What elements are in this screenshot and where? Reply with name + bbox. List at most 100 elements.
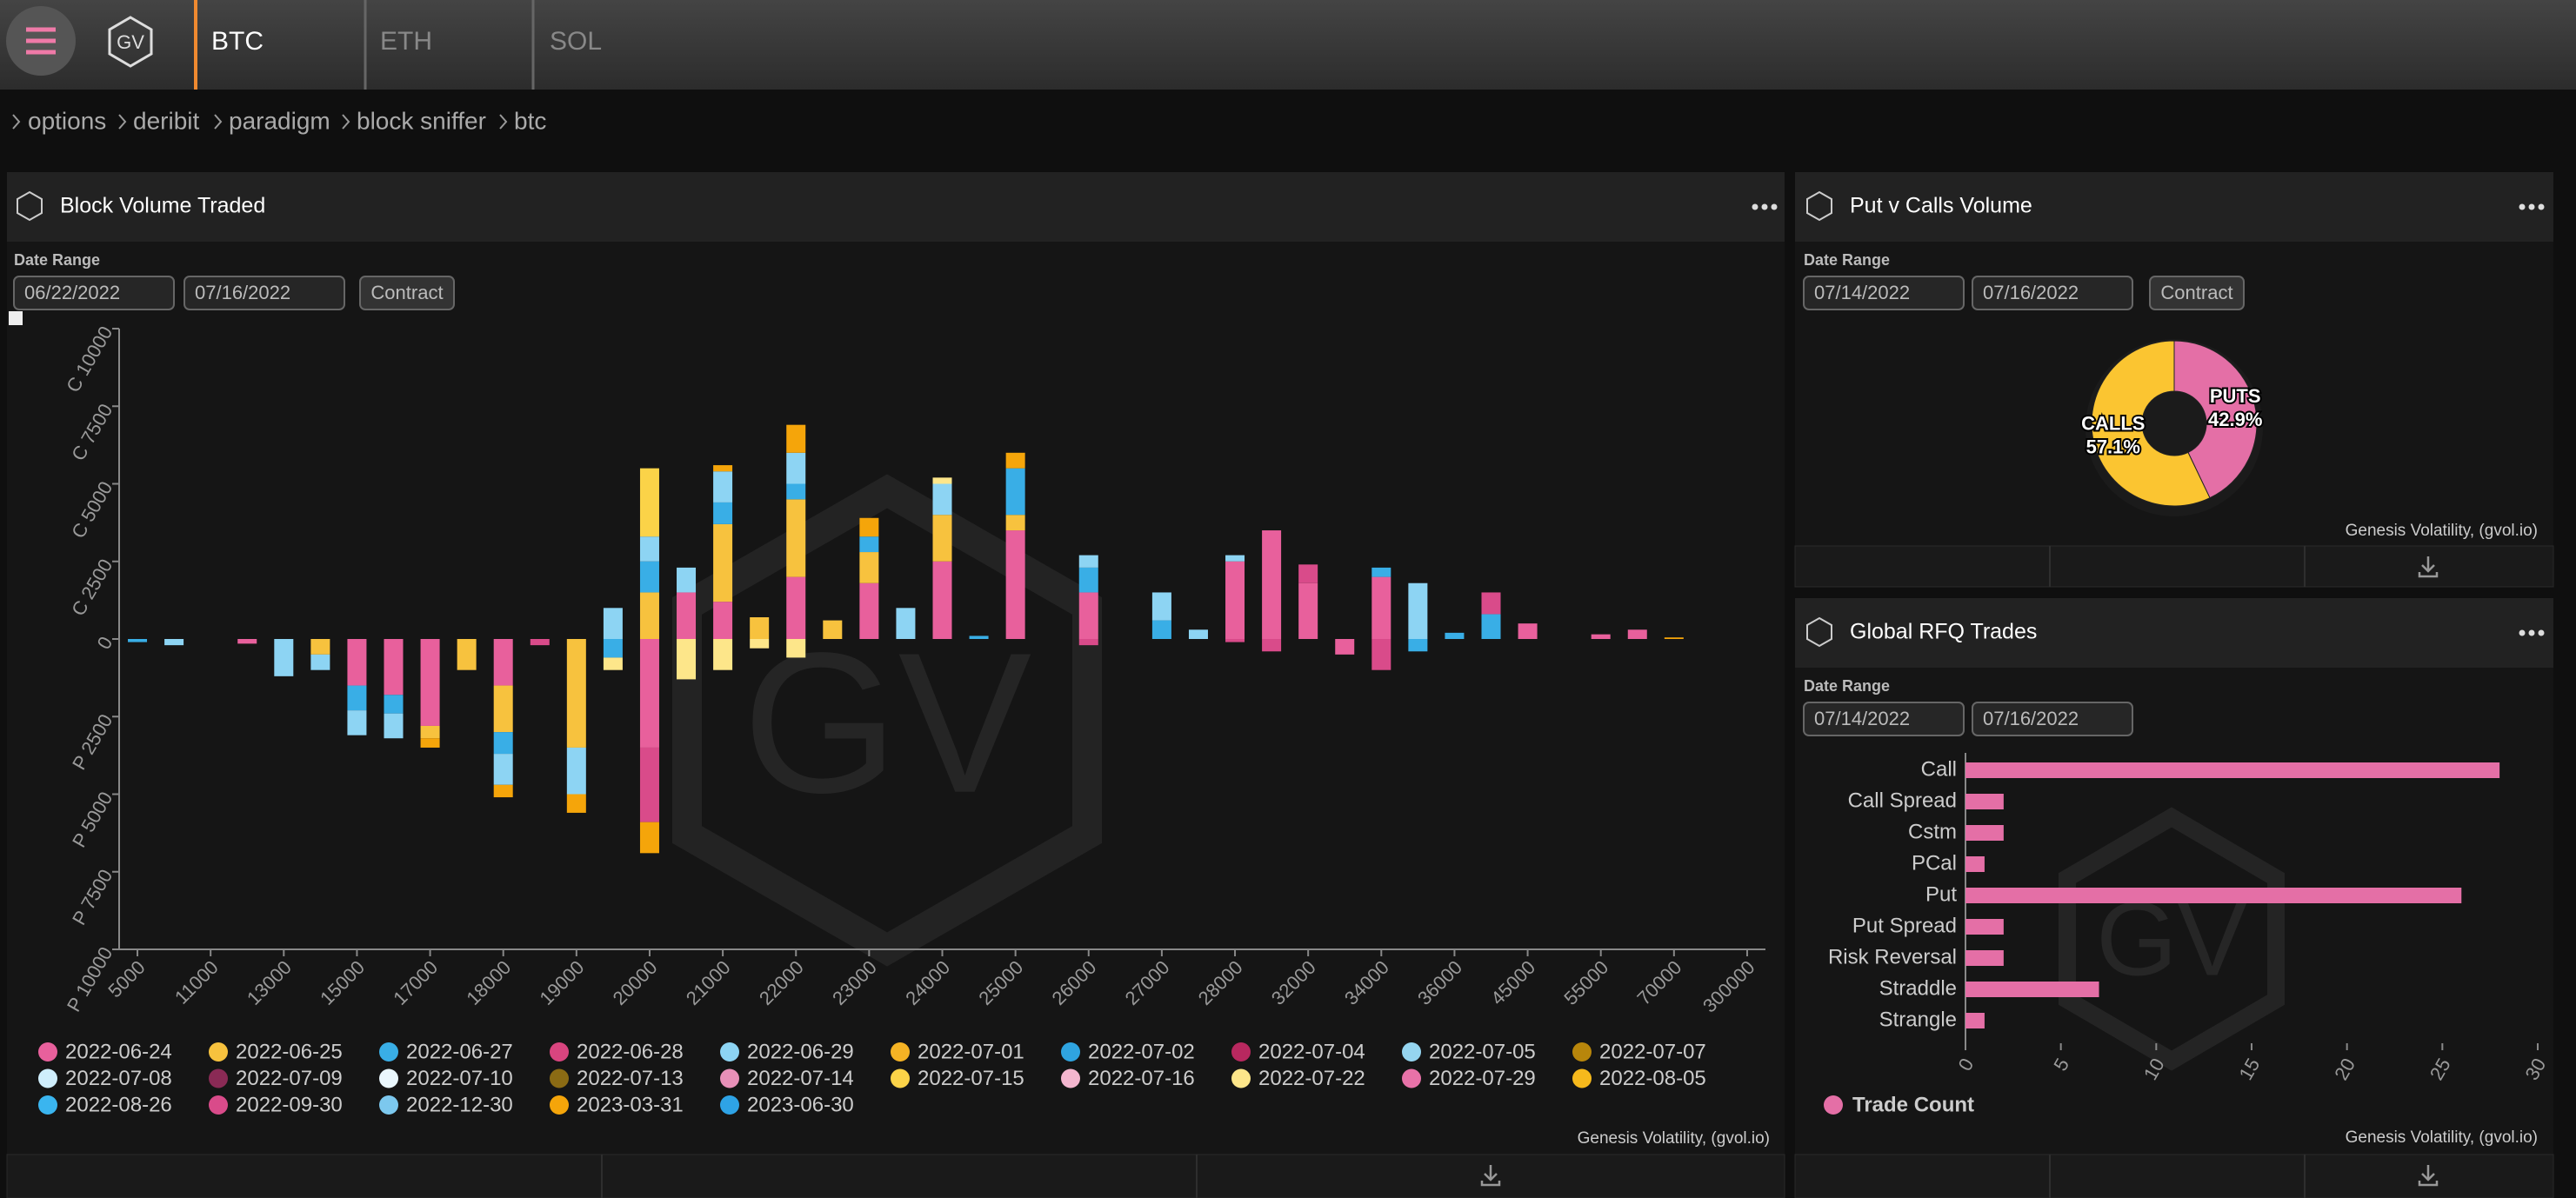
y-tick-label: PCal xyxy=(1912,851,1957,875)
bar-segment xyxy=(677,567,697,593)
panel-menu[interactable] xyxy=(1752,203,1778,210)
bar-segment xyxy=(1078,567,1098,593)
date-input[interactable] xyxy=(1803,276,1965,310)
legend-label: 2022-07-01 xyxy=(918,1040,1024,1063)
bar-segment xyxy=(1005,468,1025,516)
panel-header xyxy=(1795,172,2553,242)
legend-label: 2022-06-24 xyxy=(65,1040,172,1063)
bar-segment xyxy=(786,499,806,577)
bar-segment xyxy=(420,738,440,748)
bar xyxy=(1965,919,2004,935)
bar-segment xyxy=(969,636,989,639)
bar-segment xyxy=(603,608,623,639)
legend-swatch xyxy=(379,1042,398,1062)
date-input-value: 07/16/2022 xyxy=(1983,282,2079,303)
date-input[interactable] xyxy=(1972,276,2133,310)
date-input[interactable] xyxy=(184,276,345,310)
bar-segment xyxy=(859,552,879,583)
bar-segment xyxy=(1151,592,1171,621)
panel-icon xyxy=(1806,190,1832,222)
legend-label: 2022-07-29 xyxy=(1429,1067,1536,1090)
bar-segment xyxy=(1225,555,1245,562)
slice-label: PUTS xyxy=(2210,385,2261,407)
bar-segment xyxy=(639,561,659,593)
legend-swatch xyxy=(1402,1042,1421,1062)
menu-button[interactable] xyxy=(6,6,76,76)
contract-button[interactable] xyxy=(2149,276,2245,310)
bar-segment xyxy=(420,639,440,726)
bar-segment xyxy=(639,592,659,639)
panel-footer xyxy=(1794,545,2554,588)
legend-swatch xyxy=(720,1042,739,1062)
panel-menu[interactable] xyxy=(2519,629,2545,636)
legend-label: 2022-07-05 xyxy=(1429,1040,1536,1063)
contract-button[interactable] xyxy=(359,276,455,310)
bar-segment xyxy=(420,725,440,739)
bar xyxy=(1965,888,2462,903)
credit: Genesis Volatility, (gvol.io) xyxy=(2346,1128,2538,1147)
bar-segment xyxy=(457,639,477,670)
panel-footer xyxy=(1794,1154,2554,1198)
bar-segment xyxy=(566,639,586,748)
legend-swatch xyxy=(209,1095,228,1115)
panel-title: Put v Calls Volume xyxy=(1850,194,2032,218)
download-icon[interactable] xyxy=(2418,1165,2439,1187)
breadcrumb-item[interactable]: paradigm xyxy=(229,107,330,134)
bar-segment xyxy=(310,639,330,655)
breadcrumb-item[interactable]: options xyxy=(28,107,106,134)
download-icon[interactable] xyxy=(2418,556,2439,578)
date-input[interactable] xyxy=(13,276,175,310)
date-input-value: 07/16/2022 xyxy=(1983,708,2079,729)
breadcrumb-item[interactable]: block sniffer xyxy=(357,107,486,134)
bar-segment xyxy=(713,639,733,670)
download-icon[interactable] xyxy=(1480,1165,1501,1187)
legend-label: Trade Count xyxy=(1852,1093,1974,1116)
y-tick-label: Put xyxy=(1925,882,1957,906)
legend-swatch xyxy=(550,1068,569,1088)
date-input-value: 07/14/2022 xyxy=(1814,708,1910,729)
bar-segment xyxy=(639,747,659,822)
legend-swatch xyxy=(209,1042,228,1062)
legend-swatch xyxy=(38,1068,57,1088)
panel-menu[interactable] xyxy=(2519,203,2545,210)
bar-segment xyxy=(859,517,879,537)
bar-segment xyxy=(1335,639,1355,655)
bar-segment xyxy=(1371,576,1391,639)
bar-segment xyxy=(493,639,513,686)
breadcrumb-item[interactable]: deribit xyxy=(133,107,199,134)
legend-swatch xyxy=(379,1095,398,1115)
date-input[interactable] xyxy=(1803,702,1965,736)
tab[interactable]: SOL xyxy=(550,27,602,56)
bar-segment xyxy=(713,523,733,602)
bar-segment xyxy=(1225,561,1245,639)
breadcrumb-item[interactable]: btc xyxy=(514,107,546,134)
legend-swatch xyxy=(891,1068,910,1088)
panel-header xyxy=(7,172,1785,242)
field-label: Date Range xyxy=(1804,251,1890,269)
bar-segment xyxy=(1408,582,1428,639)
legend-swatch xyxy=(1061,1068,1080,1088)
bar xyxy=(1965,762,2500,778)
bar-segment xyxy=(750,617,770,639)
top-nav xyxy=(0,0,2576,90)
bar-segment xyxy=(493,784,513,798)
bar-segment xyxy=(603,657,623,670)
y-tick-label: Call Spread xyxy=(1848,789,1957,812)
bar-segment xyxy=(384,713,404,739)
slice-label: CALLS xyxy=(2081,413,2145,435)
tab[interactable]: ETH xyxy=(380,27,432,56)
bar-segment xyxy=(1262,530,1282,639)
pie-slice xyxy=(2173,340,2258,499)
legend-swatch xyxy=(1231,1068,1251,1088)
date-input[interactable] xyxy=(1972,702,2133,736)
logo[interactable]: GV xyxy=(108,16,153,68)
legend-label: 2022-06-29 xyxy=(747,1040,854,1063)
legend-swatch xyxy=(1231,1042,1251,1062)
bar xyxy=(1965,794,2004,809)
legend-label: 2022-07-08 xyxy=(65,1067,172,1090)
expand-toggle[interactable] xyxy=(9,311,23,325)
tab[interactable]: BTC xyxy=(211,27,264,56)
legend-label: 2022-07-07 xyxy=(1599,1040,1706,1063)
bar-segment xyxy=(566,794,586,813)
